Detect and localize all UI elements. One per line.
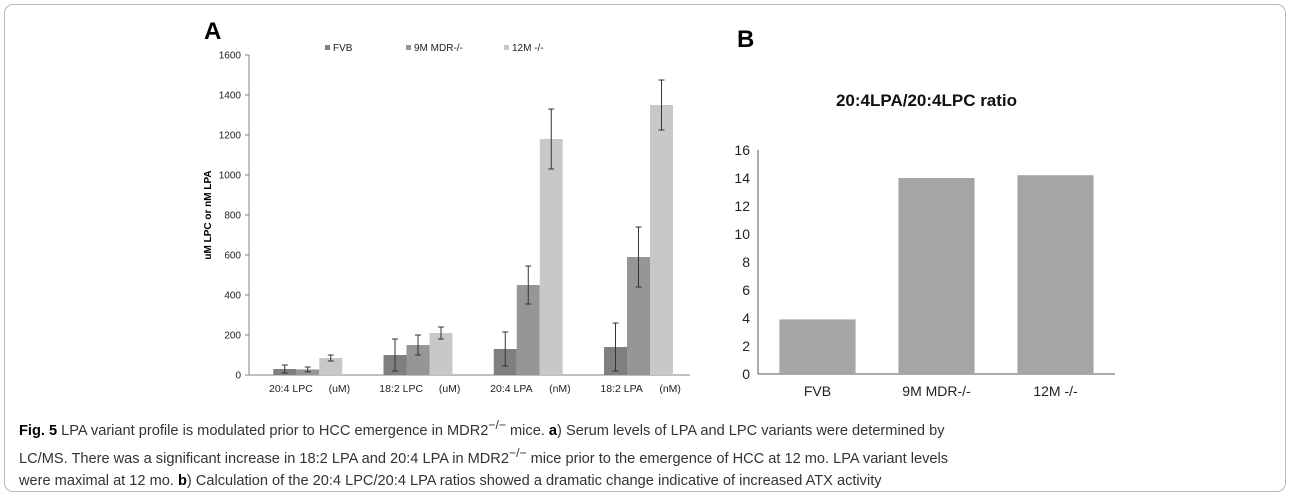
panel-a-letter: A	[204, 18, 222, 45]
bar	[406, 345, 430, 375]
y-tick-label: 0	[235, 371, 241, 382]
bar	[516, 285, 540, 375]
bar	[627, 257, 651, 375]
legend-label: 9M MDR-/-	[414, 43, 463, 54]
caption-text-1a: LPA variant profile is modulated prior t…	[57, 422, 489, 439]
y-tick-label: 10	[734, 226, 750, 242]
bar	[429, 333, 453, 375]
caption-letter-a: a	[548, 422, 558, 439]
y-tick-label: 8	[742, 254, 750, 270]
x-category-unit: (nM)	[659, 383, 681, 395]
y-tick-label: 400	[224, 291, 241, 302]
bar	[319, 358, 343, 375]
chart-a: 0 200 400 600 800 1000 1200 1400 1600 uM LPC or n…	[203, 43, 690, 395]
y-tick-label: 4	[742, 310, 750, 326]
caption-text-2a: LC/MS. There was a significant increase …	[19, 450, 509, 467]
bar	[650, 105, 674, 375]
legend-swatch	[406, 45, 411, 50]
y-tick-label: 200	[224, 331, 241, 342]
x-category-unit: (uM)	[439, 383, 461, 395]
bar	[1017, 175, 1094, 374]
legend-label: 12M -/-	[512, 43, 544, 54]
x-category-unit: (uM)	[329, 383, 351, 395]
y-tick-label: 0	[742, 366, 750, 382]
caption-label: Fig. 5	[19, 422, 58, 439]
y-tick-label: 1600	[219, 51, 242, 62]
chart-b: 20:4LPA/20:4LPC ratio 0 2 4 6 8 10 12 14 16 FVB 9M …	[734, 91, 1115, 399]
legend-label: FVB	[333, 43, 353, 54]
x-category-label: 12M -/-	[1033, 383, 1078, 399]
caption-text-1b: mice.	[505, 422, 549, 439]
y-tick-label: 1400	[219, 91, 242, 102]
x-category-label: 20:4 LPA	[490, 383, 532, 395]
panel-b-letter: B	[737, 26, 755, 53]
x-category-label: 18:2 LPC	[379, 383, 423, 395]
bar	[898, 178, 975, 374]
y-tick-label: 1200	[219, 131, 242, 142]
caption-sup-2: −/−	[508, 445, 527, 460]
figure-frame	[4, 4, 1286, 492]
y-tick-label: 600	[224, 251, 241, 262]
x-category-label: FVB	[804, 383, 831, 399]
x-category-unit: (nM)	[549, 383, 571, 395]
bar	[539, 139, 563, 375]
y-tick-label: 800	[224, 211, 241, 222]
legend-swatch	[504, 45, 509, 50]
x-category-label: 20:4 LPC	[269, 383, 313, 395]
bar	[779, 319, 856, 374]
caption-text-3b: ) Calculation of the 20:4 LPC/20:4 LPA r…	[186, 472, 882, 489]
caption-text-3a: were maximal at 12 mo.	[19, 472, 178, 489]
x-category-label: 18:2 LPA	[600, 383, 642, 395]
caption-text-2b: mice prior to the emergence of HCC at 12…	[526, 450, 949, 467]
y-tick-label: 1000	[219, 171, 242, 182]
legend-swatch	[325, 45, 330, 50]
y-tick-label: 2	[742, 338, 750, 354]
caption-letter-b: b	[177, 472, 187, 489]
figure-caption: Fig. 5 LPA variant profile is modulated …	[19, 414, 1271, 492]
y-tick-label: 14	[734, 170, 750, 186]
y-tick-label: 12	[734, 198, 750, 214]
y-tick-label: 6	[742, 282, 750, 298]
caption-text-1c: ) Serum levels of LPA and LPC variants w…	[557, 422, 945, 439]
caption-sup-1: −/−	[488, 418, 506, 432]
x-category-label: 9M MDR-/-	[902, 383, 971, 399]
y-tick-label: 16	[734, 142, 750, 158]
y-axis-label: uM LPC or nM LPA	[203, 170, 214, 259]
chart-b-title: 20:4LPA/20:4LPC ratio	[836, 91, 1017, 110]
